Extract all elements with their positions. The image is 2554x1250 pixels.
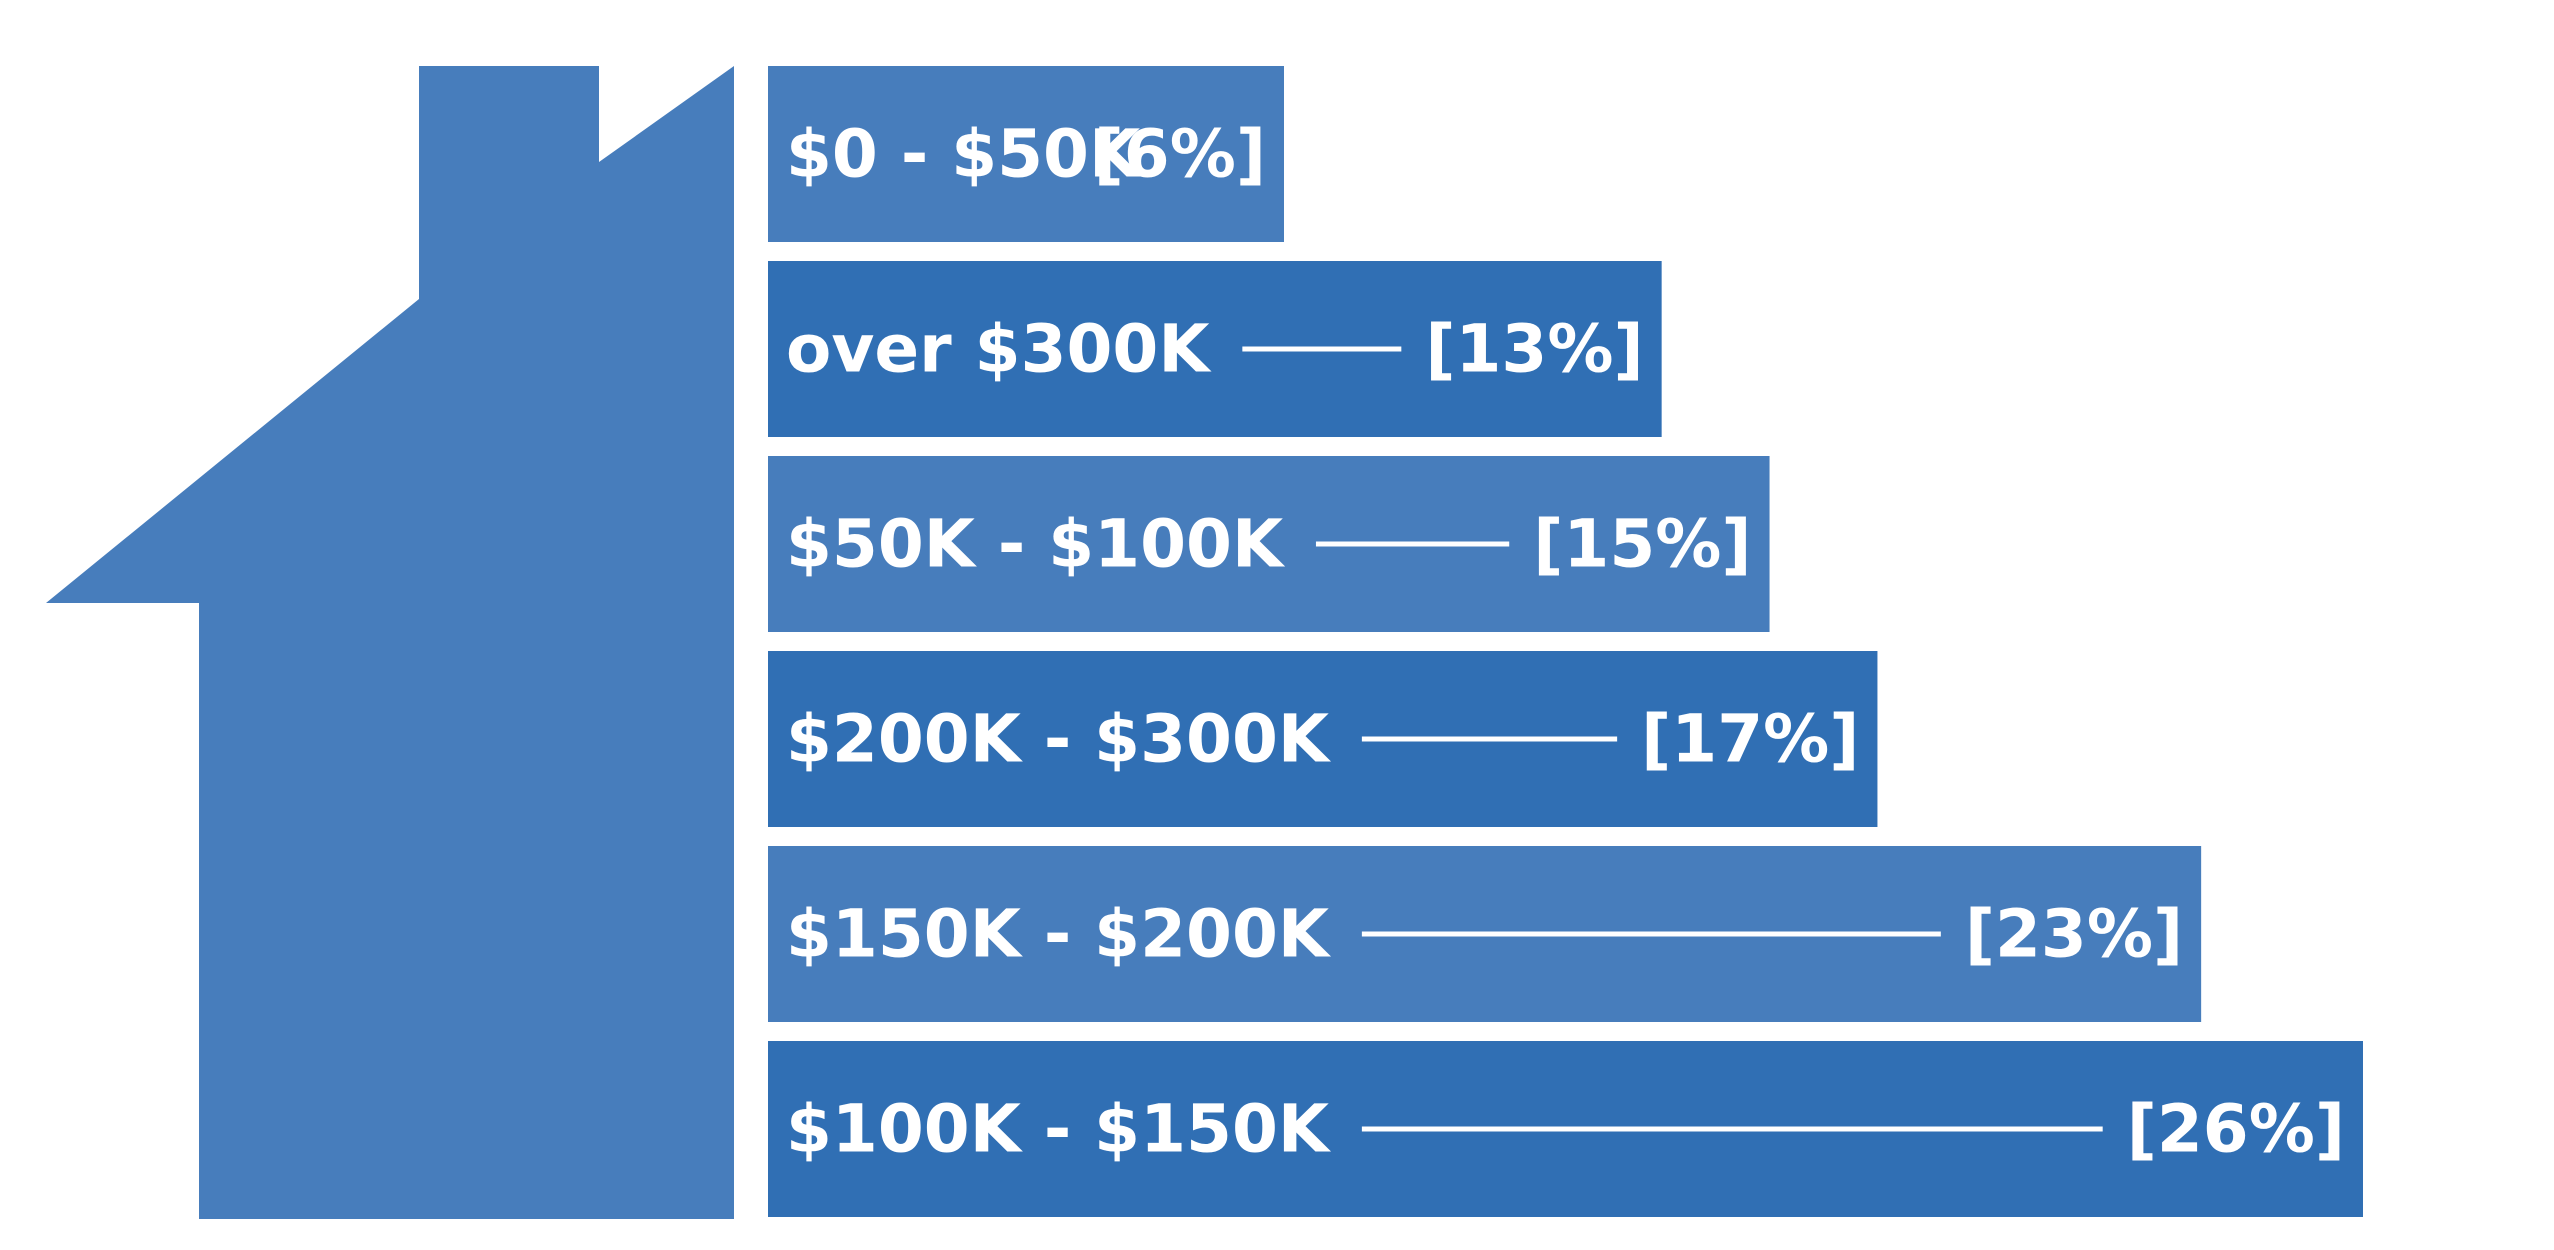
bar-value-3: [17%] [1641, 701, 1859, 778]
bar-value-4: [23%] [1965, 896, 2183, 973]
bars-group: $0 - $50K[6%] over $300K [13%] $50K - $100K… [768, 66, 2363, 1217]
bar-0 [768, 66, 1284, 242]
bar-label-5: $100K - $150K [786, 1091, 1332, 1168]
house-icon [46, 66, 734, 1219]
bar-value-5: [26%] [2127, 1091, 2345, 1168]
bar-label-2: $50K - $100K [786, 506, 1286, 583]
bar-value-1: [13%] [1425, 311, 1643, 388]
bar-label-3: $200K - $300K [786, 701, 1332, 778]
bar-label-0: $0 - $50K [786, 116, 1143, 193]
bar-label-4: $150K - $200K [786, 896, 1332, 973]
bar-2 [768, 456, 1770, 632]
bar-value-2: [15%] [1533, 506, 1751, 583]
bar-value-0: [6%] [1094, 116, 1266, 193]
bar-3 [768, 651, 1878, 827]
bar-label-1: over $300K [786, 311, 1212, 388]
bar-1 [768, 261, 1662, 437]
